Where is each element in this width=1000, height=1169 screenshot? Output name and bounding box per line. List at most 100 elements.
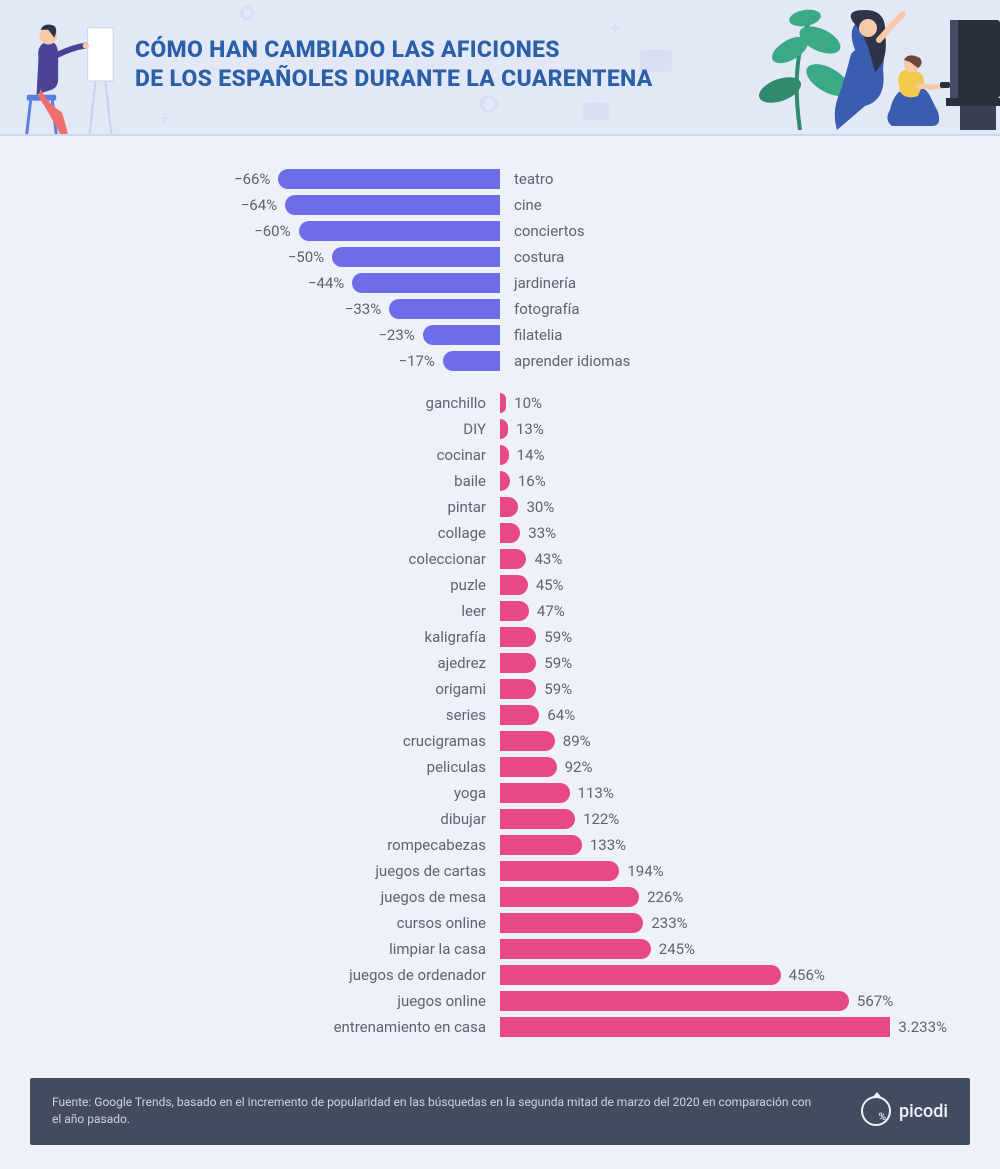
category-label: pintar bbox=[433, 498, 500, 516]
category-label: kaligrafía bbox=[410, 628, 500, 646]
positive-bar bbox=[500, 497, 518, 517]
positive-row: juegos de ordenador456% bbox=[45, 962, 955, 988]
value-label: −23% bbox=[370, 326, 422, 344]
negative-row: −33% fotografía bbox=[45, 296, 955, 322]
header-banner: + + bbox=[0, 0, 1000, 136]
positive-row: cocinar14% bbox=[45, 442, 955, 468]
positive-row: origami59% bbox=[45, 676, 955, 702]
value-label: 233% bbox=[643, 914, 695, 932]
category-label: rompecabezas bbox=[373, 836, 500, 854]
positive-row: entrenamiento en casa3.233% bbox=[45, 1014, 955, 1040]
positive-row: yoga113% bbox=[45, 780, 955, 806]
negative-bar bbox=[352, 273, 500, 293]
negative-row: −50% costura bbox=[45, 244, 955, 270]
category-label: fotografía bbox=[500, 300, 594, 318]
category-label: juegos de mesa bbox=[367, 888, 500, 906]
value-label: 16% bbox=[510, 472, 554, 490]
section-gap bbox=[45, 374, 955, 390]
category-label: ajedrez bbox=[423, 654, 500, 672]
category-label: series bbox=[432, 706, 500, 724]
value-label: 59% bbox=[536, 654, 580, 672]
category-label: cursos online bbox=[383, 914, 500, 932]
positive-bar bbox=[500, 965, 781, 985]
value-label: 33% bbox=[520, 524, 564, 542]
value-label: 30% bbox=[518, 498, 562, 516]
positive-bar bbox=[500, 471, 510, 491]
value-label: 43% bbox=[526, 550, 570, 568]
positive-bar bbox=[500, 627, 536, 647]
negative-row: −44%jardinería bbox=[45, 270, 955, 296]
category-label: puzle bbox=[436, 576, 500, 594]
value-label: 45% bbox=[528, 576, 572, 594]
positive-bar bbox=[500, 1017, 890, 1037]
category-label: leer bbox=[447, 602, 500, 620]
category-label: juegos de ordenador bbox=[335, 966, 500, 984]
deco-circle-icon bbox=[240, 6, 254, 20]
title-line-1: CÓMO HAN CAMBIADO LAS AFICIONES bbox=[135, 36, 560, 63]
category-label: juegos de cartas bbox=[361, 862, 500, 880]
positive-row: collage33% bbox=[45, 520, 955, 546]
value-label: −33% bbox=[337, 300, 389, 318]
positive-bar bbox=[500, 887, 639, 907]
category-label: cocinar bbox=[423, 446, 500, 464]
value-label: −44% bbox=[300, 274, 352, 292]
value-label: −60% bbox=[246, 222, 298, 240]
negative-row: −17% aprender idiomas bbox=[45, 348, 955, 374]
brand-name: picodi bbox=[899, 1101, 948, 1122]
value-label: 567% bbox=[849, 992, 901, 1010]
category-label: teatro bbox=[500, 170, 567, 188]
positive-bar bbox=[500, 913, 643, 933]
value-label: 10% bbox=[506, 394, 550, 412]
category-label: peliculas bbox=[413, 758, 500, 776]
negative-row: −66%teatro bbox=[45, 166, 955, 192]
value-label: 13% bbox=[508, 420, 552, 438]
category-label: DIY bbox=[449, 420, 500, 438]
positive-row: peliculas92% bbox=[45, 754, 955, 780]
category-label: aprender idiomas bbox=[500, 352, 644, 370]
positive-row: limpiar la casa 245% bbox=[45, 936, 955, 962]
positive-row: puzle 45% bbox=[45, 572, 955, 598]
positive-bar bbox=[500, 419, 508, 439]
negative-row: −23%filatelia bbox=[45, 322, 955, 348]
brand-logo: picodi bbox=[861, 1096, 948, 1126]
brand-icon bbox=[861, 1096, 891, 1126]
value-label: 64% bbox=[539, 706, 583, 724]
category-label: limpiar la casa bbox=[375, 940, 500, 958]
positive-bar bbox=[500, 679, 536, 699]
value-label: 3.233% bbox=[890, 1018, 955, 1036]
deco-circle-icon bbox=[480, 95, 498, 113]
value-label: 194% bbox=[619, 862, 671, 880]
positive-row: rompecabezas 133% bbox=[45, 832, 955, 858]
negative-bar bbox=[423, 325, 500, 345]
positive-bar bbox=[500, 445, 509, 465]
value-label: 133% bbox=[582, 836, 634, 854]
value-label: −64% bbox=[233, 196, 285, 214]
positive-row: juegos de mesa226% bbox=[45, 884, 955, 910]
title-line-2: DE LOS ESPAÑOLES DURANTE LA CUARENTENA bbox=[135, 65, 653, 92]
positive-row: coleccionar 43% bbox=[45, 546, 955, 572]
value-label: 113% bbox=[570, 784, 622, 802]
chart-container: −66%teatro −64% cine −60% conciertos −50% cost… bbox=[0, 136, 1000, 1060]
negative-bar bbox=[332, 247, 500, 267]
category-label: conciertos bbox=[500, 222, 599, 240]
category-label: costura bbox=[500, 248, 578, 266]
value-label: 245% bbox=[651, 940, 703, 958]
category-label: coleccionar bbox=[395, 550, 500, 568]
positive-bar bbox=[500, 601, 529, 621]
value-label: −50% bbox=[280, 248, 332, 266]
positive-row: series 64% bbox=[45, 702, 955, 728]
deco-thumb-icon bbox=[583, 102, 609, 120]
positive-bar bbox=[500, 809, 575, 829]
positive-bar bbox=[500, 861, 619, 881]
positive-row: ganchillo10% bbox=[45, 390, 955, 416]
category-label: crucigramas bbox=[389, 732, 500, 750]
positive-bar bbox=[500, 991, 849, 1011]
value-label: −17% bbox=[391, 352, 443, 370]
value-label: 47% bbox=[529, 602, 573, 620]
positive-row: leer 47% bbox=[45, 598, 955, 624]
positive-bar bbox=[500, 705, 539, 725]
category-label: origami bbox=[421, 680, 500, 698]
deco-plus-icon: + bbox=[160, 108, 170, 129]
positive-bar bbox=[500, 549, 526, 569]
category-label: cine bbox=[500, 196, 556, 214]
